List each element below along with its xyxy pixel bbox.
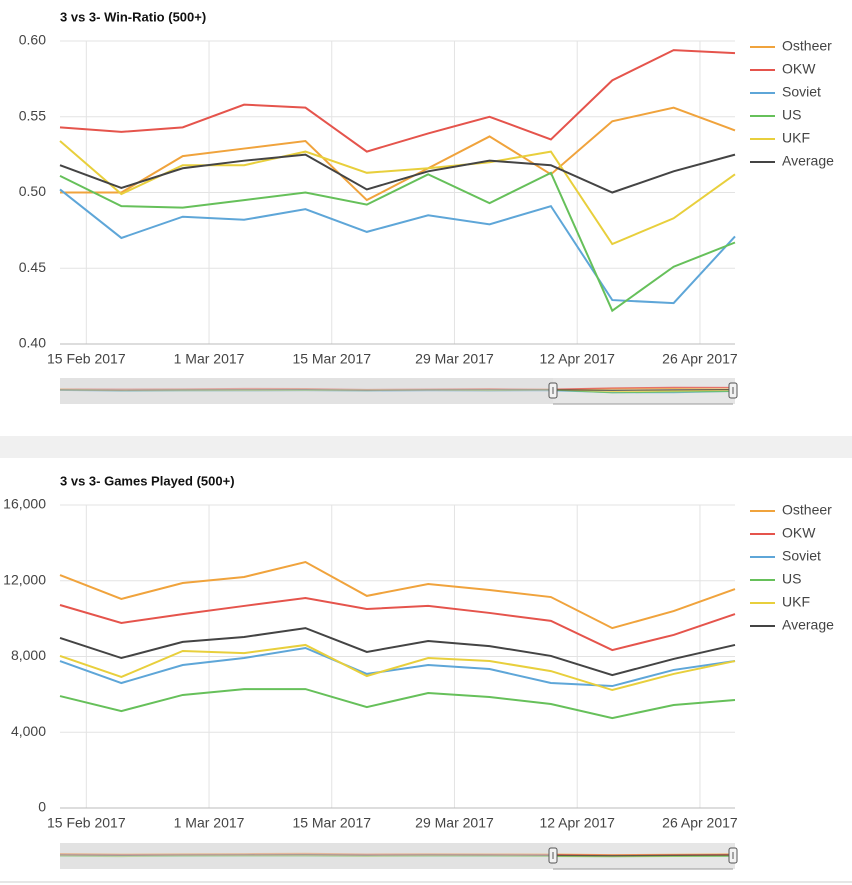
chart-title: 3 vs 3- Games Played (500+) [60, 473, 235, 488]
legend-label: OKW [782, 525, 816, 541]
y-tick-label: 0.60 [19, 32, 46, 48]
x-tick-label: 15 Mar 2017 [292, 815, 371, 831]
series-line [59, 646, 736, 688]
legend-label: Ostheer [782, 38, 832, 54]
y-tick-label: 0.45 [19, 259, 46, 275]
y-tick-label: 16,000 [3, 496, 46, 512]
series-line [59, 140, 736, 246]
navigator-mask [60, 843, 553, 869]
y-tick-label: 4,000 [11, 723, 46, 739]
y-tick-label: 0 [38, 799, 46, 815]
y-tick-label: 8,000 [11, 647, 46, 663]
legend-label: Soviet [782, 548, 821, 564]
legend-label: US [782, 571, 801, 587]
series-line [59, 596, 736, 652]
legend-label: Soviet [782, 84, 821, 100]
legend-label: OKW [782, 61, 816, 77]
legend-label: US [782, 107, 801, 123]
series-line [59, 643, 736, 692]
series-line [59, 627, 736, 677]
legend-label: UKF [782, 130, 810, 146]
y-tick-label: 0.50 [19, 183, 46, 199]
series-line [59, 688, 736, 720]
legend-label: Ostheer [782, 502, 832, 518]
series-line [59, 188, 736, 305]
x-tick-label: 15 Feb 2017 [47, 815, 126, 831]
series-line [59, 49, 736, 153]
x-tick-label: 29 Mar 2017 [415, 351, 494, 367]
x-tick-label: 26 Apr 2017 [662, 351, 738, 367]
x-tick-label: 12 Apr 2017 [539, 815, 615, 831]
x-tick-label: 29 Mar 2017 [415, 815, 494, 831]
series-line [59, 560, 736, 630]
x-tick-label: 1 Mar 2017 [174, 351, 245, 367]
x-tick-label: 1 Mar 2017 [174, 815, 245, 831]
y-tick-label: 0.40 [19, 335, 46, 351]
x-tick-label: 15 Mar 2017 [292, 351, 371, 367]
y-tick-label: 0.55 [19, 107, 46, 123]
x-tick-label: 26 Apr 2017 [662, 815, 738, 831]
legend-label: Average [782, 153, 834, 169]
legend-label: UKF [782, 594, 810, 610]
x-tick-label: 12 Apr 2017 [539, 351, 615, 367]
chart-title: 3 vs 3- Win-Ratio (500+) [60, 9, 206, 24]
y-tick-label: 12,000 [3, 571, 46, 587]
separator [0, 436, 852, 458]
series-line [59, 153, 736, 194]
navigator-mask [60, 378, 553, 404]
series-line [60, 106, 736, 202]
legend-label: Average [782, 617, 834, 633]
x-tick-label: 15 Feb 2017 [47, 351, 126, 367]
series-line [59, 171, 736, 313]
